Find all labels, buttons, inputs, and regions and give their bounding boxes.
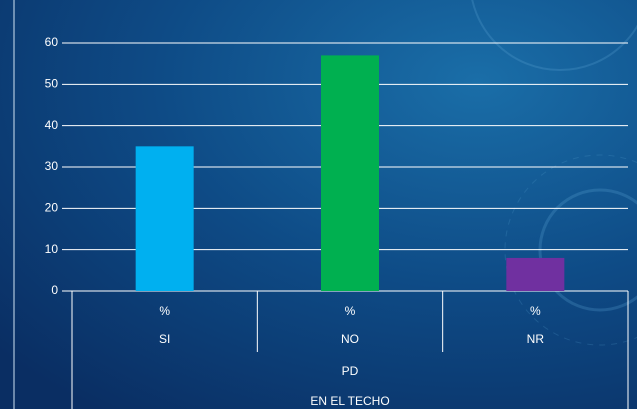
bar	[506, 257, 565, 291]
decoration	[504, 154, 637, 346]
bar	[321, 55, 379, 292]
x-tick-label: NO	[341, 332, 359, 346]
y-tick-label: 50	[45, 77, 59, 91]
x-sublabel: %	[530, 304, 541, 318]
y-tick-label: 40	[45, 118, 59, 132]
y-tick-label: 30	[45, 159, 59, 173]
decoration	[471, 0, 637, 71]
group-label: PD	[342, 364, 359, 378]
x-tick-label: NR	[527, 332, 545, 346]
y-tick-label: 20	[45, 201, 59, 215]
y-tick-label: 60	[45, 35, 59, 49]
y-tick-label: 10	[45, 242, 59, 256]
bar	[135, 146, 194, 291]
x-tick-label: SI	[159, 332, 170, 346]
y-tick-label: 0	[51, 283, 58, 297]
x-axis-label: EN EL TECHO	[310, 394, 389, 408]
x-sublabel: %	[159, 304, 170, 318]
plot: 0 10 20 30 40 50 60% SI% NO% NR PD EN EL TECHO	[45, 35, 629, 409]
x-sublabel: %	[345, 304, 356, 318]
